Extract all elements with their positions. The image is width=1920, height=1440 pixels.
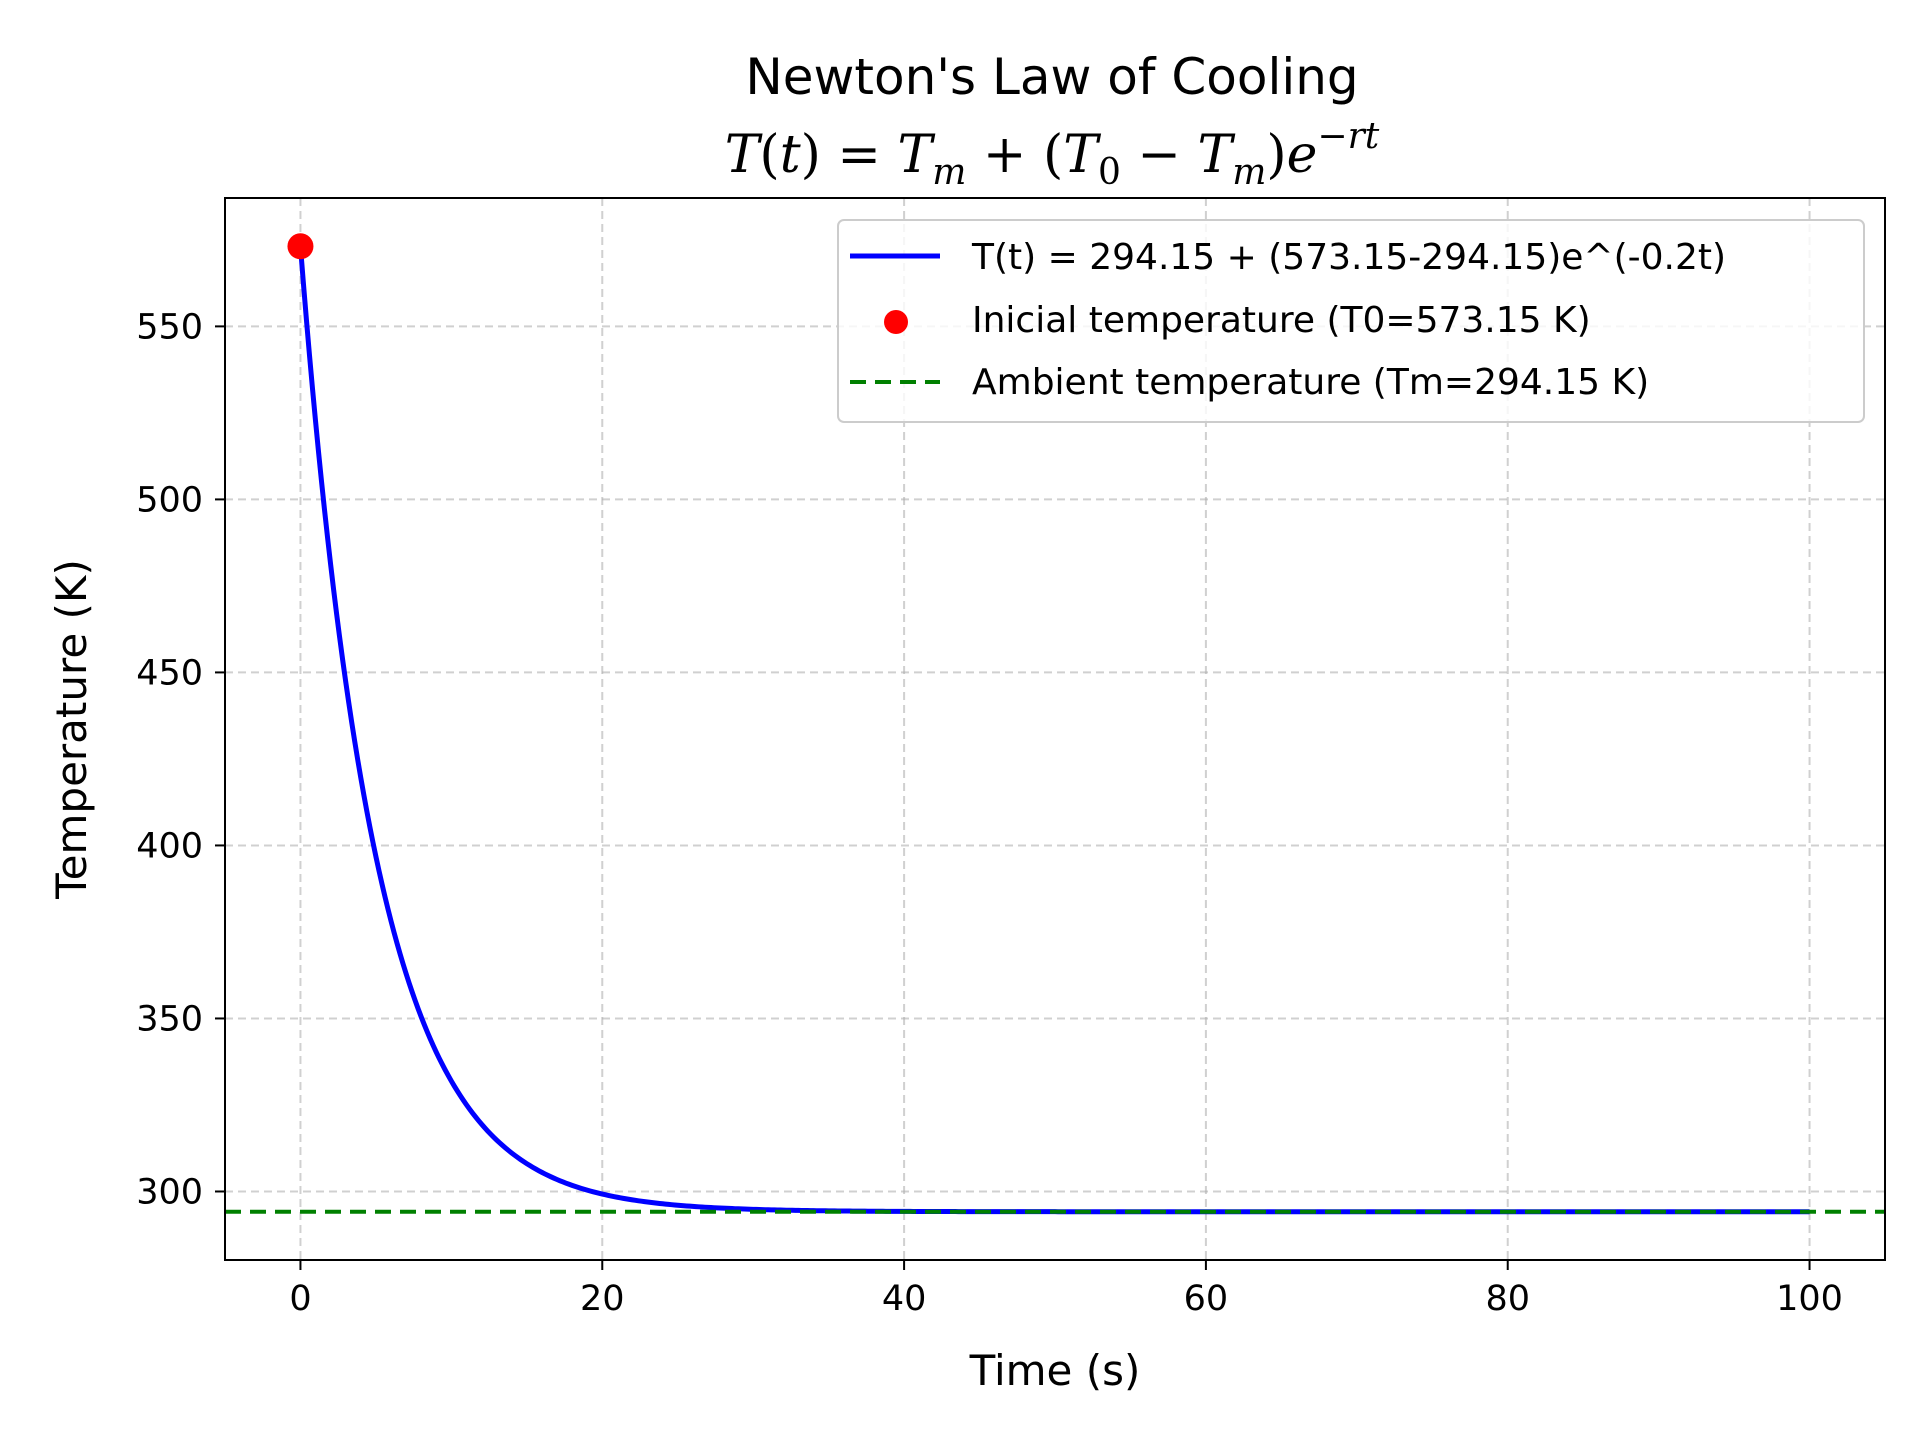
legend-label-initial: Inicial temperature (T0=573.15 K) [972, 300, 1591, 341]
legend-frame [837, 219, 1865, 423]
y-tick-label: 300 [136, 1172, 203, 1212]
y-axis: 300 350 400 450 500 550 [136, 307, 225, 1212]
y-tick-label: 450 [136, 653, 203, 693]
y-tick-label: 550 [136, 307, 203, 347]
y-axis-label: Temperature (K) [47, 559, 96, 900]
legend: T(t) = 294.15 + (573.15-294.15)e^(-0.2t)… [837, 219, 1865, 423]
chart-subtitle-formula: T(t) = Tm + (T0 − Tm)e−rt [725, 116, 1380, 193]
x-axis-label: Time (s) [969, 1346, 1141, 1395]
plot-area [225, 233, 1885, 1215]
x-tick-label: 100 [1776, 1279, 1843, 1319]
x-tick-label: 20 [580, 1279, 625, 1319]
axes-frame [224, 197, 1886, 1261]
x-axis: 0 20 40 60 80 100 [289, 1260, 1843, 1319]
plot-series [225, 246, 1885, 1215]
y-tick-label: 400 [136, 826, 203, 866]
y-tick-label: 500 [136, 480, 203, 520]
legend-label-ambient: Ambient temperature (Tm=294.15 K) [972, 362, 1649, 403]
x-tick-label: 0 [289, 1279, 311, 1319]
x-tick-label: 40 [882, 1279, 927, 1319]
x-tick-label: 60 [1184, 1279, 1229, 1319]
legend-label-curve: T(t) = 294.15 + (573.15-294.15)e^(-0.2t) [971, 237, 1726, 278]
chart-title: Newton's Law of Cooling [745, 48, 1358, 106]
initial-temperature-point [287, 233, 314, 260]
y-tick-label: 350 [136, 999, 203, 1039]
x-tick-label: 80 [1485, 1279, 1530, 1319]
legend-marker-swatch [884, 310, 908, 334]
